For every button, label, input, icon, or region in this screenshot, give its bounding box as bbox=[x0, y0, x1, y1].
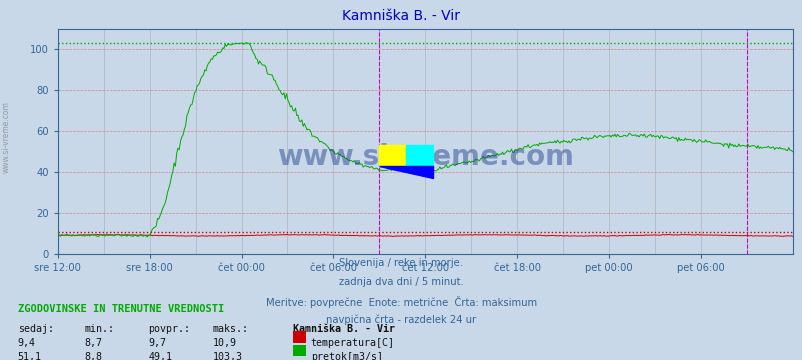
Text: maks.:: maks.: bbox=[213, 324, 249, 334]
Text: www.si-vreme.com: www.si-vreme.com bbox=[277, 143, 573, 171]
Text: Kamniška B. - Vir: Kamniška B. - Vir bbox=[342, 9, 460, 23]
Text: 9,7: 9,7 bbox=[148, 338, 166, 348]
Text: 51,1: 51,1 bbox=[18, 352, 42, 360]
Text: sedaj:: sedaj: bbox=[18, 324, 54, 334]
Text: 8,8: 8,8 bbox=[84, 352, 102, 360]
Polygon shape bbox=[406, 145, 432, 166]
Text: Meritve: povprečne  Enote: metrične  Črta: maksimum: Meritve: povprečne Enote: metrične Črta:… bbox=[265, 296, 537, 307]
Text: pretok[m3/s]: pretok[m3/s] bbox=[310, 352, 383, 360]
Text: temperatura[C]: temperatura[C] bbox=[310, 338, 395, 348]
Text: 8,7: 8,7 bbox=[84, 338, 102, 348]
Text: min.:: min.: bbox=[84, 324, 114, 334]
Text: Slovenija / reke in morje.: Slovenija / reke in morje. bbox=[339, 258, 463, 268]
Text: Kamniška B. - Vir: Kamniška B. - Vir bbox=[293, 324, 395, 334]
Text: zadnja dva dni / 5 minut.: zadnja dva dni / 5 minut. bbox=[338, 277, 464, 287]
Text: 9,4: 9,4 bbox=[18, 338, 35, 348]
Polygon shape bbox=[379, 166, 432, 178]
Text: 103,3: 103,3 bbox=[213, 352, 242, 360]
Polygon shape bbox=[379, 145, 406, 166]
Text: povpr.:: povpr.: bbox=[148, 324, 190, 334]
Text: ZGODOVINSKE IN TRENUTNE VREDNOSTI: ZGODOVINSKE IN TRENUTNE VREDNOSTI bbox=[18, 304, 224, 314]
Text: navpična črta - razdelek 24 ur: navpična črta - razdelek 24 ur bbox=[326, 314, 476, 325]
Text: 10,9: 10,9 bbox=[213, 338, 237, 348]
Text: 49,1: 49,1 bbox=[148, 352, 172, 360]
Text: www.si-vreme.com: www.si-vreme.com bbox=[2, 101, 11, 173]
